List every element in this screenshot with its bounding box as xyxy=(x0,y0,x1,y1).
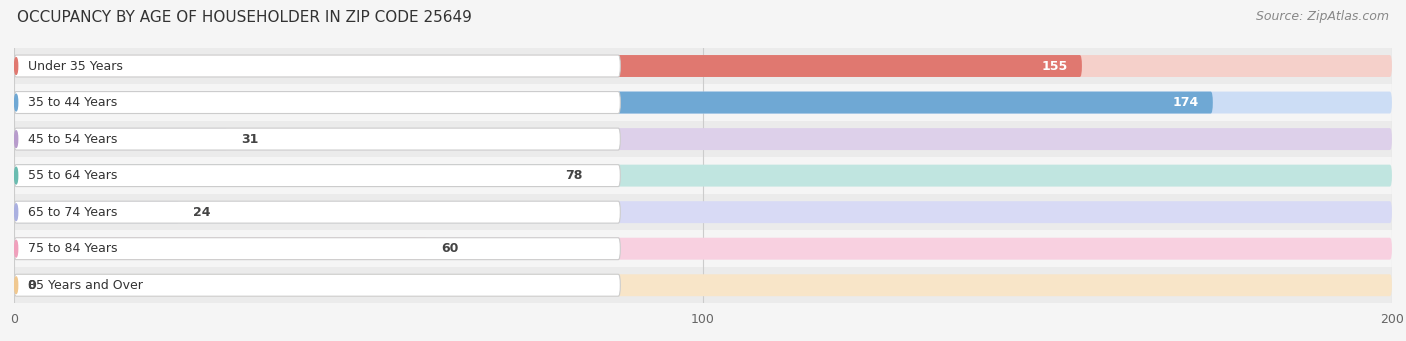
FancyBboxPatch shape xyxy=(14,128,1392,150)
Circle shape xyxy=(14,204,18,221)
Text: 0: 0 xyxy=(28,279,37,292)
FancyBboxPatch shape xyxy=(14,231,1392,267)
Text: 24: 24 xyxy=(193,206,211,219)
FancyBboxPatch shape xyxy=(14,92,620,114)
Text: 75 to 84 Years: 75 to 84 Years xyxy=(28,242,118,255)
FancyBboxPatch shape xyxy=(14,92,1392,114)
Circle shape xyxy=(14,58,18,74)
Text: Source: ZipAtlas.com: Source: ZipAtlas.com xyxy=(1256,10,1389,23)
FancyBboxPatch shape xyxy=(14,48,1392,84)
FancyBboxPatch shape xyxy=(14,274,620,296)
FancyBboxPatch shape xyxy=(14,201,180,223)
FancyBboxPatch shape xyxy=(14,201,1392,223)
Circle shape xyxy=(14,167,18,184)
FancyBboxPatch shape xyxy=(14,84,1392,121)
Text: 35 to 44 Years: 35 to 44 Years xyxy=(28,96,117,109)
FancyBboxPatch shape xyxy=(14,55,620,77)
FancyBboxPatch shape xyxy=(14,128,620,150)
FancyBboxPatch shape xyxy=(14,121,1392,157)
Circle shape xyxy=(14,131,18,147)
Circle shape xyxy=(14,240,18,257)
Text: 174: 174 xyxy=(1173,96,1199,109)
Circle shape xyxy=(14,277,18,294)
Text: 55 to 64 Years: 55 to 64 Years xyxy=(28,169,118,182)
FancyBboxPatch shape xyxy=(14,165,551,187)
Text: 155: 155 xyxy=(1042,60,1069,73)
Text: OCCUPANCY BY AGE OF HOUSEHOLDER IN ZIP CODE 25649: OCCUPANCY BY AGE OF HOUSEHOLDER IN ZIP C… xyxy=(17,10,472,25)
Text: 45 to 54 Years: 45 to 54 Years xyxy=(28,133,118,146)
FancyBboxPatch shape xyxy=(14,55,1083,77)
Text: 78: 78 xyxy=(565,169,582,182)
FancyBboxPatch shape xyxy=(14,194,1392,231)
FancyBboxPatch shape xyxy=(14,165,620,187)
FancyBboxPatch shape xyxy=(14,238,427,260)
FancyBboxPatch shape xyxy=(14,267,1392,303)
FancyBboxPatch shape xyxy=(14,238,1392,260)
FancyBboxPatch shape xyxy=(14,55,1392,77)
Text: 60: 60 xyxy=(441,242,458,255)
FancyBboxPatch shape xyxy=(14,128,228,150)
Circle shape xyxy=(14,94,18,111)
FancyBboxPatch shape xyxy=(14,201,620,223)
Text: 65 to 74 Years: 65 to 74 Years xyxy=(28,206,118,219)
FancyBboxPatch shape xyxy=(14,92,1213,114)
Text: 85 Years and Over: 85 Years and Over xyxy=(28,279,143,292)
Text: 31: 31 xyxy=(242,133,259,146)
FancyBboxPatch shape xyxy=(14,157,1392,194)
FancyBboxPatch shape xyxy=(14,165,1392,187)
Text: Under 35 Years: Under 35 Years xyxy=(28,60,122,73)
FancyBboxPatch shape xyxy=(14,238,620,260)
FancyBboxPatch shape xyxy=(14,274,1392,296)
